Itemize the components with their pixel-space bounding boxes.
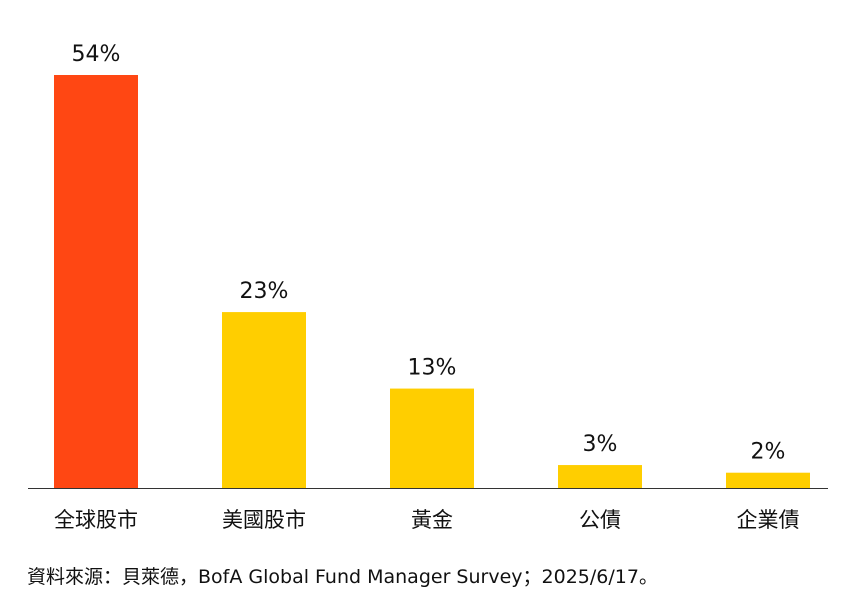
category-label: 美國股市 (222, 508, 306, 532)
source-note: 資料來源：貝萊德，BofA Global Fund Manager Survey… (27, 566, 658, 588)
bar (726, 472, 810, 488)
category-label: 黃金 (411, 508, 453, 532)
category-label: 企業債 (737, 508, 800, 532)
bar (390, 388, 474, 488)
category-label: 公債 (579, 508, 621, 532)
data-label: 54% (72, 42, 121, 67)
bar (54, 75, 138, 488)
bar (222, 312, 306, 488)
data-label: 3% (583, 432, 618, 457)
category-label: 全球股市 (54, 508, 138, 532)
data-label: 23% (240, 279, 289, 304)
data-label: 13% (408, 356, 457, 381)
data-label: 2% (751, 440, 786, 465)
bar (558, 465, 642, 488)
